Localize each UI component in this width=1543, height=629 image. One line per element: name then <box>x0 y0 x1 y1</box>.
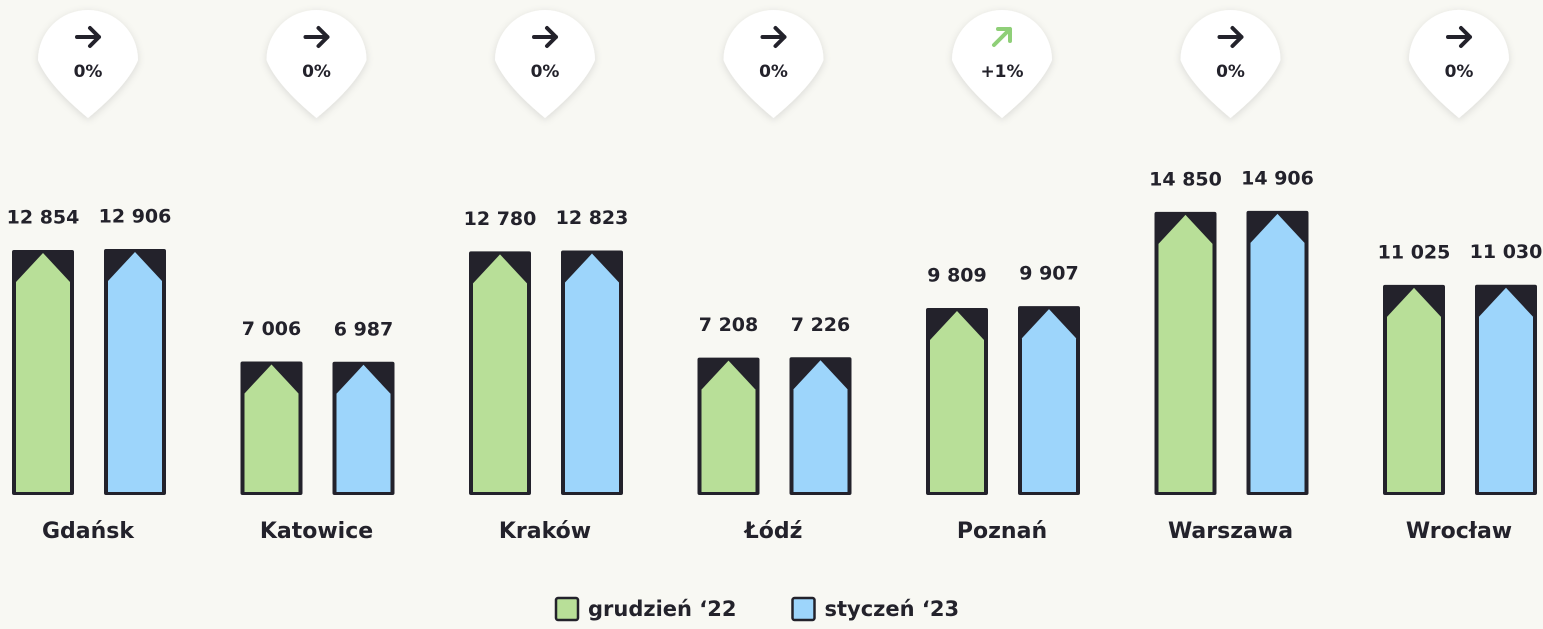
change-label: 0% <box>74 62 103 82</box>
change-arrow <box>760 26 787 48</box>
legend-swatch <box>554 596 580 622</box>
category-label: Gdańsk <box>42 519 135 544</box>
bar-fill <box>930 311 984 492</box>
change-label: 0% <box>1216 62 1245 82</box>
change-arrow <box>1446 26 1472 48</box>
value-label: 6 987 <box>334 318 394 340</box>
bar-fill <box>1250 213 1305 492</box>
value-label: 12 780 <box>464 208 537 230</box>
badge-shape <box>952 10 1052 118</box>
change-badge <box>1409 9 1510 118</box>
bar-fill <box>244 364 299 492</box>
category-label: Warszawa <box>1168 519 1293 544</box>
bar-fill <box>16 252 70 492</box>
value-label: 11 025 <box>1378 241 1451 263</box>
value-label: 7 226 <box>791 314 851 336</box>
category-label: Kraków <box>499 519 591 544</box>
value-label: 14 906 <box>1241 167 1314 189</box>
change-arrow <box>532 26 558 48</box>
badge-shape <box>495 10 595 118</box>
category-label: Poznań <box>957 519 1047 544</box>
change-label: 0% <box>531 62 560 82</box>
bar-fill <box>701 360 756 492</box>
bar-fill <box>336 364 391 492</box>
badge-shape <box>1180 9 1281 118</box>
change-arrow <box>303 26 330 48</box>
change-arrow <box>992 27 1012 47</box>
value-label: 11 030 <box>1470 241 1543 263</box>
badge-shape <box>1409 9 1510 118</box>
bar-fill <box>1022 309 1076 492</box>
change-badge <box>38 10 138 118</box>
category-label: Katowice <box>260 519 373 544</box>
bar-fill <box>1158 214 1213 492</box>
change-badge <box>952 10 1052 118</box>
change-badge <box>266 9 367 118</box>
bar-fill <box>108 251 162 492</box>
change-arrow <box>75 26 101 48</box>
value-label: 9 809 <box>927 265 987 287</box>
badge-shape <box>38 10 138 118</box>
bar-fill <box>565 253 619 492</box>
value-label: 7 208 <box>699 314 759 336</box>
value-label: 7 006 <box>242 318 302 340</box>
change-label: 0% <box>302 62 331 82</box>
change-label: 0% <box>759 62 788 82</box>
change-label: 0% <box>1445 62 1474 82</box>
bar-fill <box>473 254 527 492</box>
change-label: +1% <box>980 62 1023 82</box>
value-label: 12 906 <box>99 205 172 227</box>
legend-swatch <box>791 596 816 622</box>
value-label: 9 907 <box>1019 263 1079 285</box>
value-label: 12 854 <box>7 206 80 228</box>
category-label: Wrocław <box>1406 519 1512 544</box>
change-badge <box>723 9 824 118</box>
change-badge <box>495 10 595 118</box>
bar-fill <box>1479 287 1533 492</box>
change-badge <box>1180 9 1281 118</box>
change-arrow <box>1217 26 1244 48</box>
value-label: 12 823 <box>556 207 629 229</box>
bar-fill <box>793 360 848 492</box>
value-label: 14 850 <box>1149 168 1222 190</box>
legend-label: styczeń ‘23 <box>825 597 960 621</box>
badge-shape <box>266 9 367 118</box>
badge-shape <box>723 9 824 118</box>
legend-label: grudzień ‘22 <box>588 597 737 621</box>
bar-fill <box>1387 287 1441 492</box>
category-label: Łódź <box>744 519 803 544</box>
